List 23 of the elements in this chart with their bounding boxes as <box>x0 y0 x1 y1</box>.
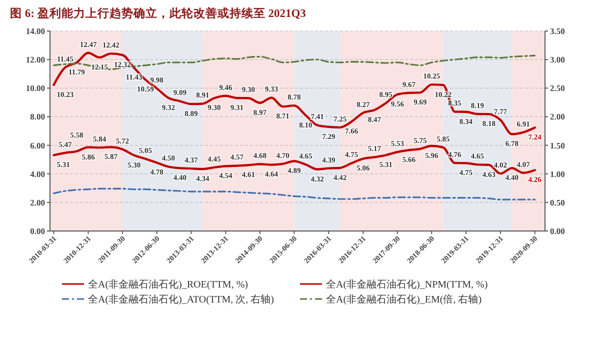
y2-tick-label: 1.50 <box>550 140 565 150</box>
y2-tick-label: 3.00 <box>550 54 565 65</box>
chart-title: 图 6: 盈利能力上行趋势确立，此轮改善或持续至 2021Q3 <box>10 6 306 20</box>
legend-label: 全A(非金融石油石化)_NPM(TTM, %) <box>326 278 488 290</box>
y-tick-label: 6.00 <box>30 140 45 150</box>
y-tick-label: 12.00 <box>26 54 45 65</box>
y-tick-label: 10.00 <box>26 83 45 94</box>
y2-tick-label: 1.00 <box>550 168 565 179</box>
y-tick-label: 4.00 <box>30 168 45 179</box>
y-tick-label: 0.00 <box>30 226 45 236</box>
line-series <box>52 188 536 200</box>
line-series <box>52 54 536 70</box>
y2-tick-label: 3.50 <box>550 26 565 36</box>
y2-tick-label: 0.50 <box>550 197 565 208</box>
legend-label: 全A(非金融石油石化)_ATO(TTM, 次, 右轴) <box>88 294 274 306</box>
legend-label: 全A(非金融石油石化)_EM(倍, 右轴) <box>326 294 482 306</box>
y2-tick-label: 0.00 <box>550 226 565 236</box>
legend-label: 全A(非金融石油石化)_ROE(TTM, %) <box>88 278 248 290</box>
y2-tick-label: 2.50 <box>550 83 565 94</box>
y-tick-label: 14.00 <box>26 26 45 36</box>
y2-tick-label: 2.00 <box>550 112 565 122</box>
y-tick-label: 8.00 <box>30 112 45 122</box>
y-tick-label: 2.00 <box>30 197 45 208</box>
